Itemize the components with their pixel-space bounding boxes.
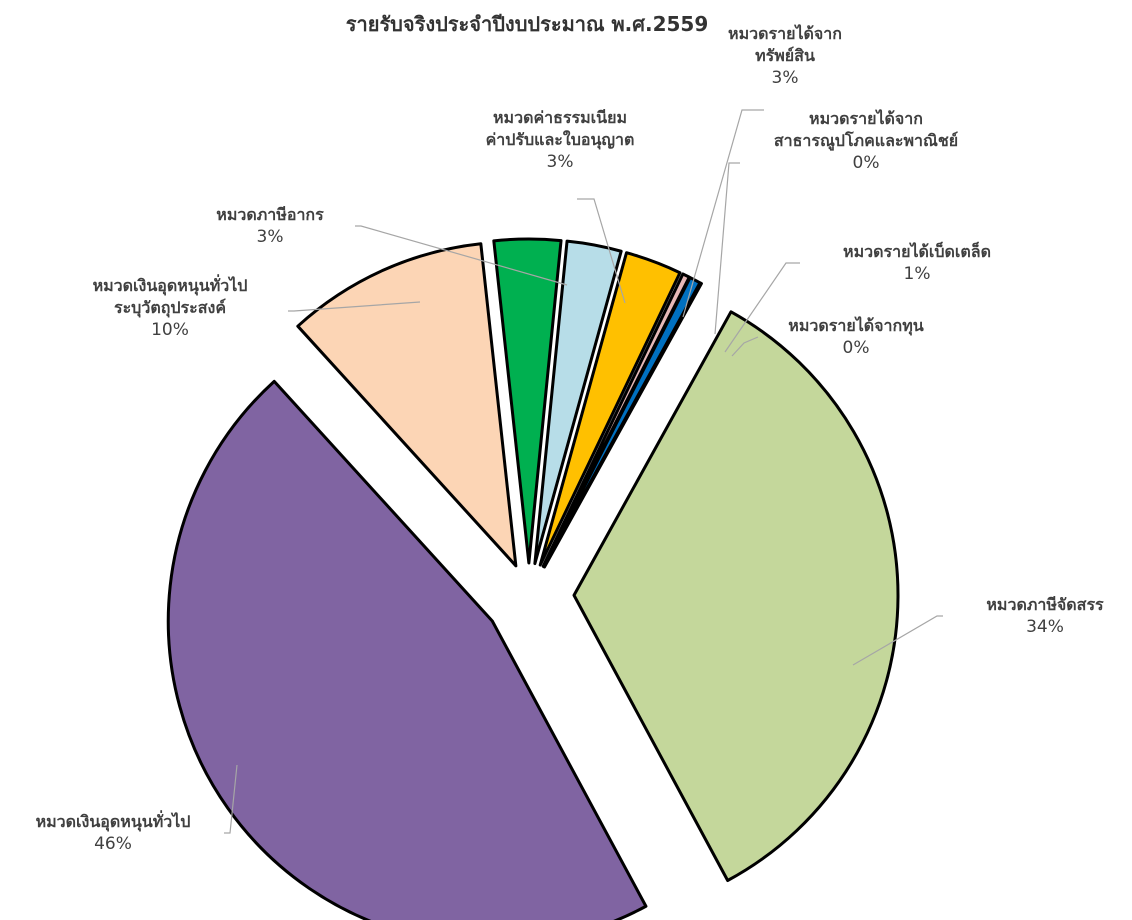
pie-slice (166, 379, 648, 920)
slice-label-percent: 0% (853, 153, 880, 173)
slice-label-percent: 0% (843, 338, 870, 358)
slice-label-name: หมวดค่าธรรมเนียม (493, 108, 627, 127)
slice-label-name: ระบุวัตถุประสงค์ (114, 298, 226, 318)
slice-label-name: หมวดรายได้เบ็ดเตล็ด (843, 240, 991, 261)
slice-label-name: หมวดภาษีอากร (216, 205, 324, 224)
slice-label-percent: 3% (547, 152, 574, 172)
slice-label-name: หมวดรายได้จาก (809, 109, 923, 128)
slice-label-name: หมวดภาษีจัดสรร (986, 595, 1104, 614)
pie-slice (296, 242, 518, 568)
leader-line (731, 336, 759, 357)
leader-line (355, 225, 568, 286)
slice-label-name: หมวดรายได้จาก (728, 24, 842, 43)
leader-line (682, 109, 764, 318)
slice-label-name: สาธารณูปโภคและพาณิชย์ (774, 130, 958, 152)
leader-lines (224, 109, 943, 834)
slice-label-name: หมวดเงินอุดหนุนทั่วไป (93, 274, 248, 296)
slice-label-name: หมวดรายได้จากทุน (788, 316, 923, 336)
slice-label-percent: 46% (94, 834, 132, 854)
pie-slice (492, 237, 563, 565)
pie-slice (542, 281, 703, 569)
pie-slice (538, 251, 682, 567)
leader-line (288, 301, 421, 312)
pie-slices (166, 237, 900, 920)
slice-label-name: หมวดเงินอุดหนุนทั่วไป (36, 810, 191, 832)
slice-label-percent: 10% (151, 320, 189, 340)
slice-label-percent: 3% (257, 227, 284, 247)
pie-slice (572, 310, 900, 882)
leader-line (852, 615, 943, 666)
pie-slice (533, 239, 623, 566)
leader-line (224, 764, 238, 834)
leader-line (714, 162, 740, 335)
slice-label-percent: 1% (904, 264, 931, 284)
slice-labels: หมวดภาษีจัดสรร34%หมวดเงินอุดหนุนทั่วไป46… (36, 24, 1104, 854)
leader-line (724, 262, 800, 353)
chart-title: รายรับจริงประจำปีงบประมาณ พ.ศ.2559 (346, 12, 709, 36)
slice-label-percent: 3% (772, 68, 799, 88)
slice-label-name: ทรัพย์สิน (755, 46, 815, 65)
leader-line (577, 198, 626, 304)
slice-label-percent: 34% (1026, 617, 1064, 637)
slice-label-name: ค่าปรับและใบอนุญาต (486, 130, 635, 150)
